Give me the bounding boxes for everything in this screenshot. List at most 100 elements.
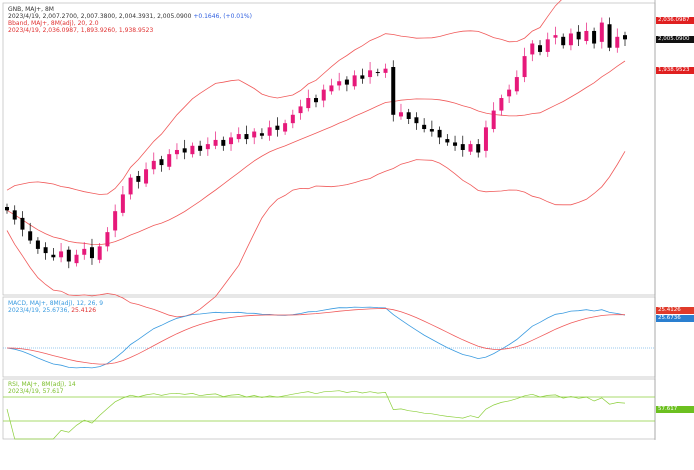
candle-body xyxy=(136,175,141,182)
candle-body xyxy=(151,160,156,170)
candle-body xyxy=(352,75,357,87)
candle-body xyxy=(12,210,17,220)
candle-body xyxy=(51,254,56,258)
candle-body xyxy=(329,85,334,92)
candle-body xyxy=(321,89,326,101)
candle-body xyxy=(306,98,311,109)
candle-body xyxy=(213,139,218,146)
candle-body xyxy=(429,129,434,132)
candle-body xyxy=(568,33,573,46)
candle-body xyxy=(205,144,210,150)
rsi-values: 2023/4/19, 57.617 xyxy=(8,388,64,395)
rsi-tag: 57.617 xyxy=(656,406,694,413)
candle-body xyxy=(144,169,149,184)
macd-date: 2023/4/19, xyxy=(8,307,41,314)
candle-body xyxy=(483,127,488,151)
macd-value: 25.6736, xyxy=(42,307,70,314)
candle-body xyxy=(259,133,264,136)
candle-body xyxy=(89,247,94,259)
candle-body xyxy=(414,117,419,124)
candle-body xyxy=(236,134,241,140)
macd-values: 2023/4/19, 25.6736, 25.4126 xyxy=(8,307,96,314)
candle-body xyxy=(375,72,380,74)
candle-body xyxy=(275,125,280,130)
macd-title: MACD, MAJ+, 8M(adj), 12, 26, 9 xyxy=(8,300,104,307)
candle-body xyxy=(592,30,597,44)
candle-body xyxy=(190,145,195,155)
candle-body xyxy=(491,110,496,130)
candle-body xyxy=(113,211,118,231)
ohlc-values: 2023/4/19, 2,007.2700, 2,007.3800, 2,004… xyxy=(8,13,192,20)
signal-line xyxy=(6,308,626,365)
candle-body xyxy=(584,30,589,42)
candle-body xyxy=(128,177,133,195)
candle-body xyxy=(538,45,543,52)
candle-body xyxy=(406,112,411,119)
bollinger-lower-line xyxy=(6,151,626,318)
candle-body xyxy=(344,79,349,85)
lower-band-tag: 1,938.9523 xyxy=(656,67,694,74)
candle-body xyxy=(252,131,257,138)
candle-body xyxy=(283,123,288,132)
candle-body xyxy=(545,39,550,52)
candle-body xyxy=(174,149,179,155)
candle-body xyxy=(182,148,187,153)
last-price-tag: 2,005.0900 xyxy=(656,36,694,43)
macd-tag: 25.6736 xyxy=(656,315,694,322)
candle-body xyxy=(43,247,48,254)
candle-body xyxy=(74,254,79,264)
candle-body xyxy=(314,98,318,103)
candle-body xyxy=(623,35,627,40)
signal-value: 25.4126 xyxy=(71,307,97,314)
candle-body xyxy=(391,67,396,115)
candle-body xyxy=(615,36,620,48)
candle-body xyxy=(221,139,226,146)
candle-body xyxy=(97,246,102,260)
candle-body xyxy=(120,194,125,213)
candle-body xyxy=(422,124,427,130)
candle-body xyxy=(499,98,504,111)
bb-values: 2023/4/19, 2,036.0987, 1,893.9260, 1,938… xyxy=(8,27,154,34)
candle-body xyxy=(290,114,295,124)
signal-tag: 25.4126 xyxy=(656,307,694,314)
bollinger-upper-line xyxy=(6,0,562,195)
candle-body xyxy=(507,89,512,97)
candle-body xyxy=(553,35,558,38)
candle-body xyxy=(368,70,373,78)
candle-body xyxy=(599,22,604,42)
candle-body xyxy=(360,75,365,79)
macd-line xyxy=(6,306,626,369)
candle-body xyxy=(398,112,403,117)
candle-body xyxy=(522,56,527,78)
candle-body xyxy=(576,31,581,40)
rsi-line xyxy=(6,390,626,440)
bb-title: Bband, MAJ+, 8M(adj), 20, 2.0 xyxy=(8,20,99,27)
candle-body xyxy=(66,249,71,262)
upper-band-tag: 2,036.0987 xyxy=(656,17,694,24)
candle-body xyxy=(437,129,442,138)
candle-body xyxy=(476,144,481,153)
candle-body xyxy=(105,232,110,247)
candle-body xyxy=(167,154,172,167)
rsi-pane xyxy=(2,378,656,440)
candle-body xyxy=(561,36,566,46)
candle-body xyxy=(244,134,249,140)
candle-body xyxy=(383,68,388,73)
candle-body xyxy=(35,240,40,249)
candle-body xyxy=(607,24,612,48)
candle-body xyxy=(28,231,33,241)
candle-body xyxy=(20,217,25,230)
candle-body xyxy=(159,159,164,166)
candle-body xyxy=(337,81,342,86)
candle-body xyxy=(82,248,87,255)
candle-body xyxy=(468,144,473,152)
ohlc-readout: 2023/4/19, 2,007.2700, 2,007.3800, 2,004… xyxy=(8,13,252,20)
candle-body xyxy=(445,139,450,143)
change-value: +0.1646, (+0.01%) xyxy=(193,13,252,20)
bollinger-middle-line xyxy=(6,60,626,246)
candle-body xyxy=(460,144,465,150)
candle-body xyxy=(453,142,458,146)
candle-body xyxy=(5,206,9,211)
